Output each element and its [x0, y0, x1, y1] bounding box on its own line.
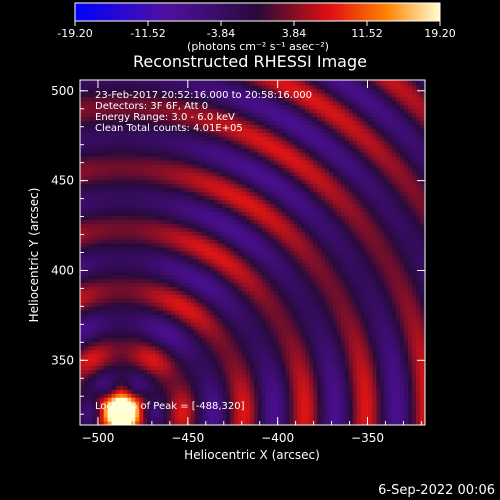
- x-tick-label: −500: [81, 431, 114, 445]
- heatmap-image: [80, 80, 425, 425]
- chart-title: Reconstructed RHESSI Image: [133, 52, 367, 71]
- annotation-line: Detectors: 3F 6F, Att 0: [95, 101, 208, 112]
- colorbar-tick-label: 19.20: [424, 27, 456, 40]
- footer-timestamp: 6-Sep-2022 00:06: [378, 483, 495, 498]
- colorbar: [74, 2, 441, 22]
- colorbar-tick-label: -11.52: [130, 27, 165, 40]
- annotation-line: Clean Total counts: 4.01E+05: [95, 123, 243, 134]
- colorbar-tick-label: 11.52: [351, 27, 383, 40]
- peak-location-label: Location of Peak = [-488,320]: [95, 401, 245, 412]
- y-axis-label: Heliocentric Y (arcsec): [27, 188, 41, 323]
- y-tick-label: 350: [51, 353, 74, 367]
- colorbar-tick-label: 3.84: [282, 27, 307, 40]
- annotation-block: 23-Feb-2017 20:52:16.000 to 20:58:16.000…: [95, 90, 312, 134]
- colorbar-units: (photons cm⁻² s⁻¹ asec⁻²): [187, 40, 329, 53]
- x-tick-label: −400: [261, 431, 294, 445]
- colorbar-ticks: -19.20 -11.52 -3.84 3.84 11.52 19.20: [57, 21, 456, 40]
- x-axis-ticks: −500 −450 −400 −350: [81, 80, 422, 445]
- y-tick-label: 450: [51, 174, 74, 188]
- x-tick-label: −450: [171, 431, 204, 445]
- x-tick-label: −350: [351, 431, 384, 445]
- colorbar-tick-label: -19.20: [57, 27, 92, 40]
- y-tick-label: 500: [51, 84, 74, 98]
- annotation-line: Energy Range: 3.0 - 6.0 keV: [95, 112, 235, 123]
- annotation-line: 23-Feb-2017 20:52:16.000 to 20:58:16.000: [95, 90, 312, 101]
- colorbar-tick-label: -3.84: [207, 27, 235, 40]
- x-axis-label: Heliocentric X (arcsec): [184, 448, 320, 462]
- y-tick-label: 400: [51, 263, 74, 277]
- y-axis-ticks: 350 400 450 500: [51, 84, 425, 415]
